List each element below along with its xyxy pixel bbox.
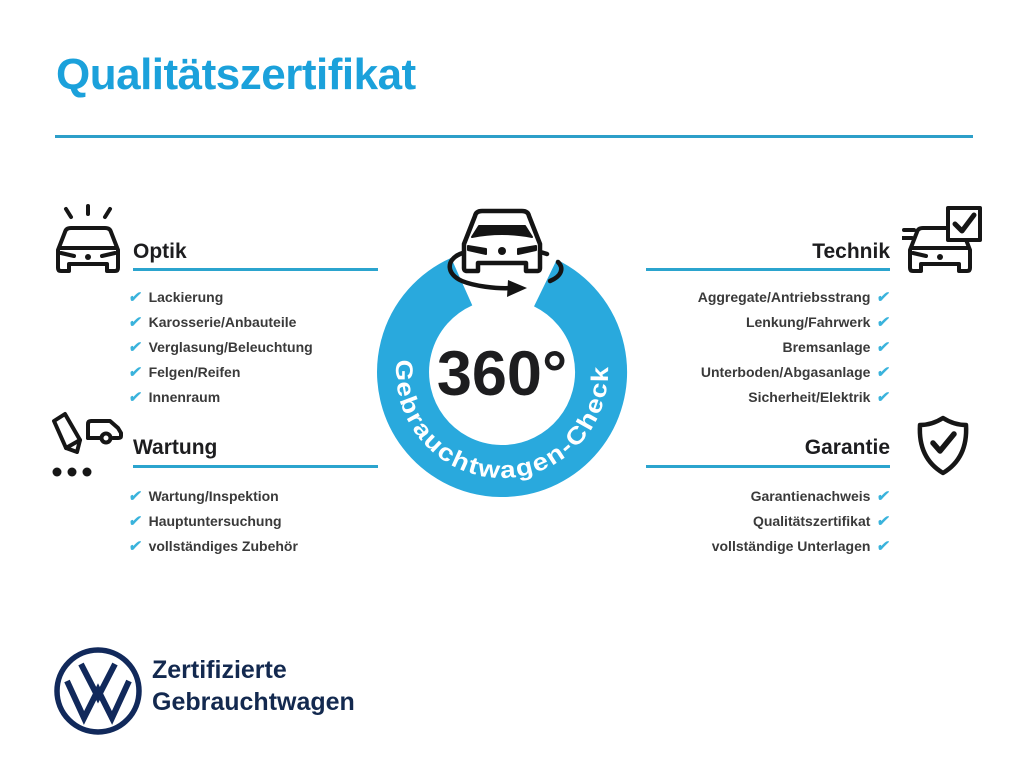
check-icon: ✔ <box>127 389 144 406</box>
section-underline-wartung <box>133 465 378 468</box>
car-checkbox-icon <box>902 206 982 273</box>
car-front-shine-icon <box>56 204 120 273</box>
checklist-label: Verglasung/Beleuchtung <box>148 339 313 355</box>
check-icon: ✔ <box>127 538 144 555</box>
check-icon: ✔ <box>875 364 892 381</box>
optik-checklist: ✔ Lackierung ✔ Karosserie/Anbauteile ✔ Verg… <box>127 288 313 407</box>
checklist-item: ✔ Verglasung/Beleuchtung <box>127 338 313 357</box>
checklist-label: vollständige Unterlagen <box>711 538 871 554</box>
wartung-checklist: ✔ Wartung/Inspektion ✔ Hauptuntersuchung ✔… <box>127 487 298 556</box>
section-underline-garantie <box>646 465 890 468</box>
checklist-label: Unterboden/Abgasanlage <box>700 364 871 380</box>
section-underline-technik <box>646 268 890 271</box>
check-icon: ✔ <box>127 364 144 381</box>
brand-line-2: Gebrauchtwagen <box>152 688 355 716</box>
checklist-label: Bremsanlage <box>782 339 871 355</box>
section-underline-optik <box>133 268 378 271</box>
checklist-item: ✔ Innenraum <box>127 388 313 407</box>
section-title-optik: Optik <box>133 240 187 263</box>
checklist-label: Qualitätszertifikat <box>752 513 871 529</box>
check-icon: ✔ <box>127 339 144 356</box>
checklist-label: Lenkung/Fahrwerk <box>745 314 871 330</box>
car-360-rotation-icon <box>447 208 564 297</box>
checklist-item: Qualitätszertifikat ✔ <box>560 512 892 531</box>
checklist-item: ✔ vollständiges Zubehör <box>127 537 298 556</box>
pencil-checklist-car-icon <box>52 412 123 477</box>
technik-checklist: Aggregate/Antriebsstrang ✔ Lenkung/Fahrwe… <box>560 288 892 407</box>
checklist-label: Lackierung <box>148 289 224 305</box>
360-check-badge: Gebrauchtwagen-Check 360° <box>377 208 627 497</box>
checklist-item: Sicherheit/Elektrik ✔ <box>560 388 892 407</box>
brand-wordmark: Zertifizierte Gebrauchtwagen <box>152 654 355 718</box>
checklist-item: Bremsanlage ✔ <box>560 338 892 357</box>
checklist-label: Aggregate/Antriebsstrang <box>697 289 871 305</box>
page-title: Qualitätszertifikat <box>56 50 416 99</box>
section-title-technik: Technik <box>812 240 890 263</box>
badge-degree-label: 360° <box>437 339 567 409</box>
checklist-label: Sicherheit/Elektrik <box>748 389 871 405</box>
check-icon: ✔ <box>875 488 892 505</box>
checklist-item: ✔ Hauptuntersuchung <box>127 512 298 531</box>
vw-logo <box>54 647 142 735</box>
check-icon: ✔ <box>875 513 892 530</box>
check-icon: ✔ <box>875 339 892 356</box>
check-icon: ✔ <box>875 389 892 406</box>
badge-ring <box>377 257 627 497</box>
check-icon: ✔ <box>875 289 892 306</box>
checklist-label: Innenraum <box>148 389 221 405</box>
checklist-item: Garantienachweis ✔ <box>560 487 892 506</box>
check-icon: ✔ <box>127 314 144 331</box>
checklist-label: Hauptuntersuchung <box>148 513 282 529</box>
checklist-item: Aggregate/Antriebsstrang ✔ <box>560 288 892 307</box>
brand-line-1: Zertifizierte <box>152 656 287 684</box>
checklist-label: Karosserie/Anbauteile <box>148 314 297 330</box>
checklist-item: Unterboden/Abgasanlage ✔ <box>560 363 892 382</box>
section-title-garantie: Garantie <box>804 436 890 459</box>
checklist-item: Lenkung/Fahrwerk ✔ <box>560 313 892 332</box>
checklist-item: ✔ Felgen/Reifen <box>127 363 313 382</box>
checklist-label: vollständiges Zubehör <box>148 538 298 554</box>
check-icon: ✔ <box>875 314 892 331</box>
check-icon: ✔ <box>127 289 144 306</box>
checklist-label: Wartung/Inspektion <box>148 488 279 504</box>
checklist-label: Felgen/Reifen <box>148 364 241 380</box>
check-icon: ✔ <box>127 513 144 530</box>
title-divider <box>55 135 973 138</box>
checklist-label: Garantienachweis <box>750 488 871 504</box>
check-icon: ✔ <box>875 538 892 555</box>
check-icon: ✔ <box>127 488 144 505</box>
shield-check-icon <box>917 415 969 476</box>
section-title-wartung: Wartung <box>133 436 218 459</box>
checklist-item: ✔ Wartung/Inspektion <box>127 487 298 506</box>
garantie-checklist: Garantienachweis ✔ Qualitätszertifikat ✔ v… <box>560 487 892 556</box>
checklist-item: vollständige Unterlagen ✔ <box>560 537 892 556</box>
checklist-item: ✔ Karosserie/Anbauteile <box>127 313 313 332</box>
checklist-item: ✔ Lackierung <box>127 288 313 307</box>
